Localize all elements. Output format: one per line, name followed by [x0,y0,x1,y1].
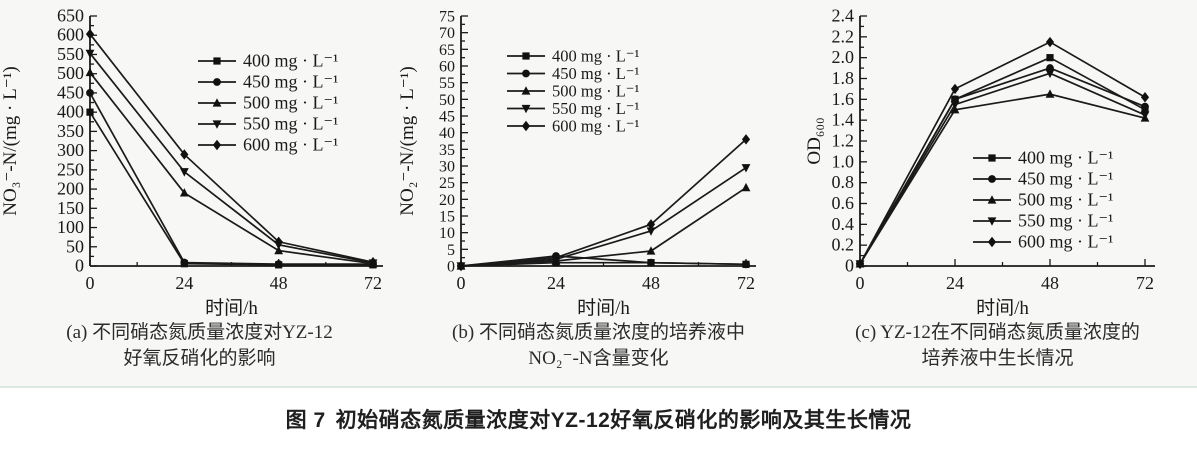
svg-text:NO₃⁻-N/(mg · L⁻¹): NO₃⁻-N/(mg · L⁻¹) [0,66,21,216]
svg-text:300: 300 [57,140,84,160]
svg-text:450 mg · L⁻¹: 450 mg · L⁻¹ [1018,169,1113,189]
svg-text:55: 55 [439,75,455,92]
svg-text:25: 25 [439,175,455,192]
svg-text:24: 24 [175,273,193,293]
svg-text:75: 75 [439,9,455,26]
svg-text:45: 45 [439,109,455,126]
figure-area: 0 50 100 150 200 250 300 350 400 450 500 550 600 650 0… [0,4,1197,388]
svg-text:50: 50 [439,92,455,109]
svg-text:0: 0 [447,259,455,276]
svg-text:35: 35 [439,142,455,159]
svg-text:500 mg · L⁻¹: 500 mg · L⁻¹ [552,82,639,101]
svg-text:100: 100 [57,217,84,237]
svg-text:550 mg · L⁻¹: 550 mg · L⁻¹ [243,114,338,134]
caption-b-line1: (b) 不同硝态氮质量浓度的培养液中 [452,322,745,343]
svg-text:2.2: 2.2 [832,26,855,46]
caption-c-line1: (c) YZ-12在不同硝态氮质量浓度的 [855,322,1140,343]
svg-text:650: 650 [57,6,84,26]
svg-text:0: 0 [845,256,854,276]
svg-text:500: 500 [57,63,84,83]
caption-b: (b) 不同硝态氮质量浓度的培养液中 NO₂⁻-N含量变化 [452,320,745,372]
figure-number: 图 7 [285,409,326,432]
svg-text:600: 600 [57,25,84,45]
svg-text:500 mg · L⁻¹: 500 mg · L⁻¹ [1018,190,1113,210]
chart-c-od600-line-chart: 00.20.40.60.81.01.21.41.61.82.02.22.4 0 24… [804,6,1155,319]
svg-text:48: 48 [270,273,288,293]
svg-text:70: 70 [439,25,455,42]
svg-text:450 mg · L⁻¹: 450 mg · L⁻¹ [243,72,338,92]
svg-text:0.8: 0.8 [832,172,855,192]
svg-text:550 mg · L⁻¹: 550 mg · L⁻¹ [552,99,639,118]
caption-a: (a) 不同硝态氮质量浓度对YZ-12 好氧反硝化的影响 [66,320,333,372]
svg-text:350: 350 [57,121,84,141]
svg-text:400 mg · L⁻¹: 400 mg · L⁻¹ [552,47,639,66]
caption-c-line2: 培养液中生长情况 [921,348,1074,369]
svg-text:0: 0 [86,273,95,293]
svg-text:150: 150 [57,198,84,218]
svg-text:400: 400 [57,102,84,122]
panel-c: 0 0.2 0.4 0.6 0.8 1.0 1.2 1.4 1.6 1.8 2.0 2.2 2.4 0 24… [798,4,1197,386]
svg-text:500 mg · L⁻¹: 500 mg · L⁻¹ [243,93,338,113]
svg-text:1.6: 1.6 [832,89,855,109]
svg-text:48: 48 [1041,273,1059,293]
svg-text:72: 72 [364,273,382,293]
svg-text:40: 40 [439,125,455,142]
caption-c: (c) YZ-12在不同硝态氮质量浓度的 培养液中生长情况 [855,320,1140,372]
svg-text:60: 60 [439,59,455,76]
svg-text:20: 20 [439,192,455,209]
svg-text:15: 15 [439,209,455,226]
caption-a-line2: 好氧反硝化的影响 [123,348,276,369]
svg-text:NO₂⁻-N/(mg · L⁻¹): NO₂⁻-N/(mg · L⁻¹) [399,66,418,216]
svg-text:0.6: 0.6 [832,193,855,213]
figure-title-area: 图 7 初始硝态氮质量浓度对YZ-12好氧反硝化的影响及其生长情况 [0,388,1197,450]
panel-b: 0 5 10 15 20 25 30 35 40 45 50 55 60 65 70 75 0 24 48 72 400… [399,4,798,386]
svg-text:2.4: 2.4 [832,6,855,26]
svg-text:0.2: 0.2 [832,235,855,255]
svg-text:24: 24 [547,273,565,293]
svg-text:65: 65 [439,42,455,59]
svg-text:450 mg · L⁻¹: 450 mg · L⁻¹ [552,64,639,83]
svg-text:1.0: 1.0 [832,151,855,171]
svg-text:50: 50 [66,236,84,256]
svg-text:2.0: 2.0 [832,47,855,67]
panel-a: 0 50 100 150 200 250 300 350 400 450 500 550 600 650 0… [0,4,399,386]
svg-text:250: 250 [57,159,84,179]
svg-text:450: 450 [57,82,84,102]
svg-text:24: 24 [946,273,964,293]
caption-a-line1: (a) 不同硝态氮质量浓度对YZ-12 [66,322,333,343]
svg-text:5: 5 [447,242,455,259]
svg-text:30: 30 [439,159,455,176]
svg-text:400 mg · L⁻¹: 400 mg · L⁻¹ [243,51,338,71]
figure-title: 图 7 初始硝态氮质量浓度对YZ-12好氧反硝化的影响及其生长情况 [286,404,912,434]
svg-text:550 mg · L⁻¹: 550 mg · L⁻¹ [1018,211,1113,231]
svg-text:550: 550 [57,44,84,64]
svg-text:0: 0 [75,256,84,276]
svg-text:1.2: 1.2 [832,131,855,151]
svg-text:72: 72 [737,273,755,293]
svg-text:1.4: 1.4 [832,110,855,130]
svg-text:时间/h: 时间/h [205,297,258,319]
svg-text:10: 10 [439,225,455,242]
caption-b-line2: NO₂⁻-N含量变化 [528,348,669,369]
svg-text:600 mg · L⁻¹: 600 mg · L⁻¹ [1018,232,1113,252]
svg-text:1.8: 1.8 [832,68,855,88]
svg-text:48: 48 [642,273,660,293]
svg-text:600 mg · L⁻¹: 600 mg · L⁻¹ [243,135,338,155]
figure-title-text: 初始硝态氮质量浓度对YZ-12好氧反硝化的影响及其生长情况 [335,409,912,432]
svg-text:0: 0 [457,273,466,293]
svg-text:时间/h: 时间/h [976,297,1029,319]
svg-text:200: 200 [57,179,84,199]
svg-text:600 mg · L⁻¹: 600 mg · L⁻¹ [552,117,639,136]
svg-text:0: 0 [856,273,865,293]
svg-text:72: 72 [1136,273,1154,293]
svg-text:0.4: 0.4 [832,214,855,234]
svg-text:时间/h: 时间/h [577,297,630,319]
svg-text:400 mg · L⁻¹: 400 mg · L⁻¹ [1018,148,1113,168]
svg-text:OD₆₀₀: OD₆₀₀ [804,117,825,164]
